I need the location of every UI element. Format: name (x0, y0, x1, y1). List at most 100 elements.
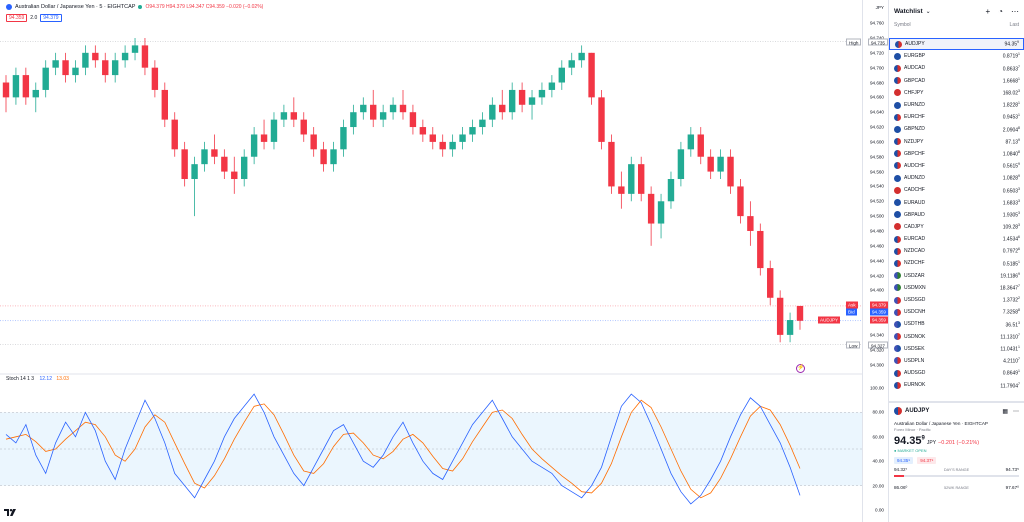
watchlist-symbol: EURNZD (904, 102, 925, 109)
watchlist-row[interactable]: USDNOK 11.13107 (889, 331, 1024, 343)
candle-body (201, 149, 208, 165)
watchlist-row[interactable]: GBPAUD 1.93053 (889, 209, 1024, 221)
pair-flag-icon (894, 211, 901, 219)
price-unit[interactable]: JPY (875, 5, 884, 10)
watchlist-symbol: GBPNZD (904, 126, 925, 133)
candle-body (270, 119, 278, 142)
day-high: 94.73⁵ (1005, 467, 1019, 472)
symbol-tag-label: AUDJPY (818, 316, 841, 324)
candle-body (618, 186, 625, 194)
watchlist-row[interactable]: GBPCHF 1.08408 (889, 148, 1024, 160)
watchlist-symbol: USDPLN (904, 357, 925, 364)
chart-title[interactable]: Australian Dollar / Japanese Yen · 5 · E… (15, 4, 136, 10)
price-tick-label: 94.500 (869, 213, 884, 219)
market-status: ● MARKET OPEN (894, 448, 927, 453)
watchlist-last: 2.09048 (1002, 125, 1020, 134)
grid-layout-icon[interactable]: ▦ (1002, 408, 1008, 415)
stoch-legend: Stoch 14 1 3 12.12 13.03 (6, 376, 69, 382)
candle-body (677, 149, 685, 180)
watchlist-row[interactable]: EURCAD 1.45346 (889, 233, 1024, 245)
watchlist-row[interactable]: USDTHB 36.513 (889, 318, 1024, 330)
watchlist-row[interactable]: AUDNZD 1.08289 (889, 172, 1024, 184)
symbol-details: AUDJPY ▦ ⋯ Australian Dollar / Japanese … (889, 401, 1024, 522)
price-tick-label: 94.560 (869, 169, 884, 175)
candle-body (350, 112, 357, 128)
watchlist-row[interactable]: AUDJPY 94.359 (889, 38, 1024, 51)
details-symbol[interactable]: AUDJPY (905, 408, 930, 414)
watchlist-row[interactable]: USDSEK 11.04311 (889, 343, 1024, 355)
candle-body (767, 268, 774, 298)
watchlist-row[interactable]: AUDCAD 0.86337 (889, 62, 1024, 74)
watchlist-row[interactable]: NZDJPY 87.139 (889, 136, 1024, 148)
candle-body (707, 156, 714, 172)
price-tick-label: 94.740 (870, 35, 884, 40)
pair-flag-icon (894, 369, 901, 377)
watchlist-symbol: AUDNZD (904, 175, 925, 182)
watchlist-row[interactable]: NZDCAD 0.79726 (889, 245, 1024, 257)
watchlist-row[interactable]: EURAUD 1.68333 (889, 196, 1024, 208)
stoch-d-line (5, 399, 801, 499)
pair-flag-icon (894, 333, 901, 341)
watchlist-row[interactable]: CADJPY 109.283 (889, 221, 1024, 233)
col-last[interactable]: Last (1009, 22, 1019, 28)
stoch-tick-label: 100.00 (869, 385, 884, 391)
watchlist-row[interactable]: USDMXN 18.36477 (889, 282, 1024, 294)
buy-button[interactable]: 94.379 (40, 14, 62, 22)
watchlist-symbol: AUDSGD (904, 370, 926, 377)
pair-flag-icon (894, 284, 901, 292)
candle-body (340, 127, 347, 150)
watchlist-symbol: USDNOK (904, 333, 926, 340)
watchlist-row[interactable]: AUDCHF 0.56159 (889, 160, 1024, 172)
watchlist-row[interactable]: NZDCHF 0.51851 (889, 257, 1024, 269)
watchlist-symbol: GBPAUD (904, 211, 925, 218)
watchlist-header: Watchlist ⌄ + ◔ ⋯ (889, 0, 1024, 22)
watchlist-row[interactable]: EURCHF 0.94531 (889, 111, 1024, 123)
watchlist-row[interactable]: USDPLN 4.21107 (889, 355, 1024, 367)
details-bid[interactable]: 94.35⁹ (894, 457, 914, 464)
more-icon[interactable]: ⋯ (1013, 408, 1019, 415)
watchlist-row[interactable]: USDCNH 7.32588 (889, 306, 1024, 318)
add-symbol-icon[interactable]: + (985, 6, 991, 16)
watchlist-last: 1.08408 (1002, 149, 1020, 158)
pair-flag-icon (894, 259, 901, 267)
lightning-icon[interactable]: ⚡ (796, 364, 805, 373)
tradingview-logo-icon[interactable] (4, 508, 16, 517)
week52-range: 86.06⁰ 52WK RANGE 97.67⁰ (894, 485, 1019, 499)
candle-body (161, 89, 168, 120)
price-tick-label: 94.420 (869, 273, 884, 278)
watchlist-last: 36.513 (1005, 320, 1020, 329)
watchlist-title[interactable]: Watchlist (894, 7, 923, 15)
sell-button[interactable]: 94.359 (6, 14, 28, 22)
more-icon[interactable]: ⋯ (1011, 6, 1019, 16)
watchlist-last: 87.139 (1005, 137, 1020, 146)
watchlist-row[interactable]: GBPCAD 1.66681 (889, 75, 1024, 87)
chevron-down-icon[interactable]: ⌄ (925, 8, 931, 15)
chart-area[interactable]: Australian Dollar / Japanese Yen · 5 · E… (0, 0, 888, 522)
watchlist-row[interactable]: USDSGD 1.37322 (889, 294, 1024, 306)
price-tick-label: 94.760 (869, 20, 884, 26)
price-axis[interactable]: JPY 94.760 94.740 94.720 94.700 94.680 94.660… (862, 0, 888, 522)
candle-body (528, 97, 536, 105)
watchlist-last: 1.66681 (1002, 76, 1020, 85)
candle-body (518, 89, 526, 105)
pair-flag-icon (894, 52, 901, 60)
watchlist-row[interactable]: EURNOK 11.79047 (889, 379, 1024, 391)
candle-body (657, 201, 665, 224)
watchlist-row[interactable]: CHFJPY 168.023 (889, 87, 1024, 99)
candle-body (330, 149, 337, 165)
watchlist-row[interactable]: USDZAR 19.11869 (889, 270, 1024, 282)
watchlist-row[interactable]: CADCHF 0.65033 (889, 184, 1024, 196)
watchlist-row[interactable]: AUDSGD 0.86491 (889, 367, 1024, 379)
watchlist-last: 0.87191 (1002, 52, 1020, 61)
details-ask[interactable]: 94.37⁹ (917, 457, 937, 464)
advanced-view-icon[interactable]: ◔ (998, 6, 1003, 16)
pair-flag-icon (895, 40, 902, 48)
price-tick-label: 94.660 (869, 94, 884, 100)
stoch-name[interactable]: Stoch 14 1 3 (6, 376, 35, 382)
watchlist-row[interactable]: EURNZD 1.82281 (889, 99, 1024, 111)
chart-canvas[interactable] (0, 0, 862, 522)
candle-body (12, 75, 20, 98)
col-symbol[interactable]: Symbol (894, 22, 911, 28)
watchlist-row[interactable]: EURGBP 0.87191 (889, 50, 1024, 62)
watchlist-row[interactable]: GBPNZD 2.09048 (889, 123, 1024, 135)
